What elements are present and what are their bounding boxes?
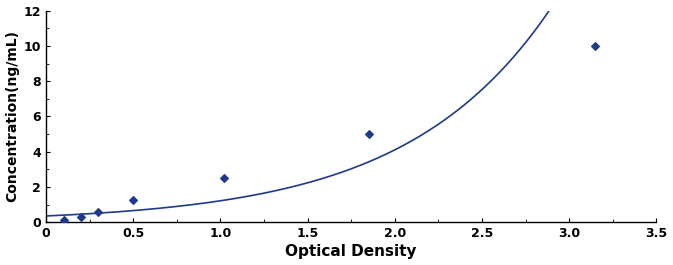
X-axis label: Optical Density: Optical Density — [285, 244, 417, 259]
Y-axis label: Concentration(ng/mL): Concentration(ng/mL) — [5, 30, 20, 202]
